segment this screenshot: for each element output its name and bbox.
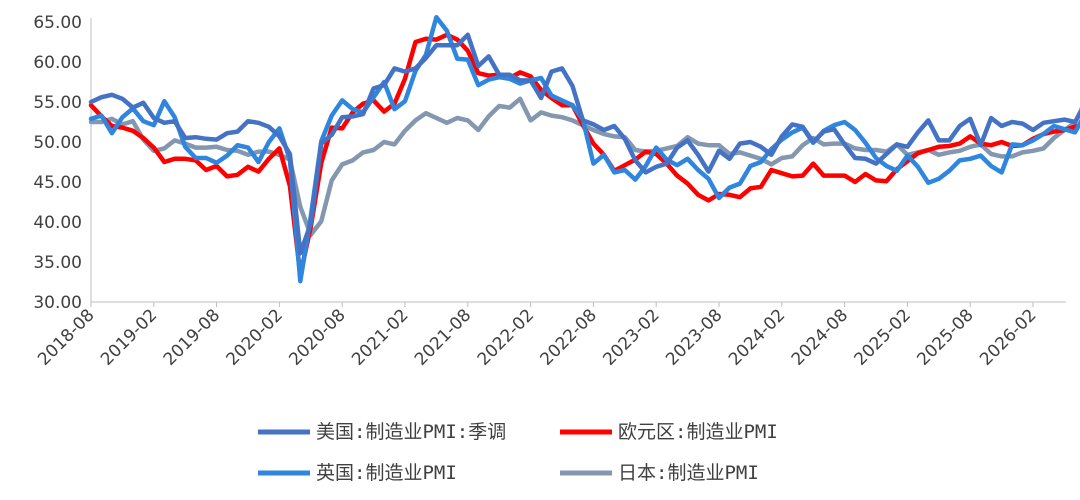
x-tick-label: 2022-02 (474, 305, 538, 369)
chart-series-group (88, 14, 1080, 284)
y-tick-label: 40.00 (33, 213, 82, 233)
legend-label-3: 日本:制造业PMI (618, 462, 759, 484)
legend-label-1: 欧元区:制造业PMI (618, 421, 778, 443)
y-tick-label: 35.00 (33, 253, 82, 273)
legend-label-2: 英国:制造业PMI (316, 462, 457, 484)
x-tick-label: 2019-02 (97, 305, 161, 369)
x-tick-label: 2024-02 (725, 305, 789, 369)
x-tick-label: 2020-02 (223, 305, 287, 369)
chart-legend: 美国:制造业PMI:季调 欧元区:制造业PMI 英国:制造业PMI 日本:制造业PMI (258, 421, 778, 484)
series-line-2 (88, 14, 1080, 284)
x-tick-label: 2022-08 (537, 305, 601, 369)
x-tick-label: 2023-02 (599, 305, 663, 369)
x-tick-label: 2018-08 (34, 305, 98, 369)
x-tick-label: 2023-08 (662, 305, 726, 369)
x-tick-label: 2025-08 (913, 305, 977, 369)
x-tick-label: 2021-02 (348, 305, 412, 369)
y-tick-label: 30.00 (33, 293, 82, 313)
series-line-1 (88, 32, 1080, 278)
x-tick-label: 2025-02 (851, 305, 915, 369)
x-tick-label: 2020-08 (285, 305, 349, 369)
chart-axes: 65.00 60.00 55.00 50.00 45.00 40.00 35.00 30.00… (33, 13, 1066, 370)
y-tick-label: 50.00 (33, 133, 82, 153)
legend-label-0: 美国:制造业PMI:季调 (316, 421, 506, 443)
y-tick-label: 55.00 (33, 93, 82, 113)
y-tick-label: 45.00 (33, 173, 82, 193)
x-tick-label: 2021-08 (411, 305, 475, 369)
x-tick-label: 2026-02 (976, 305, 1040, 369)
y-tick-label: 65.00 (33, 13, 82, 33)
x-tick-label: 2019-08 (160, 305, 224, 369)
y-tick-label: 60.00 (33, 53, 82, 73)
x-tick-label: 2024-08 (788, 305, 852, 369)
series-line-0 (88, 32, 1080, 256)
